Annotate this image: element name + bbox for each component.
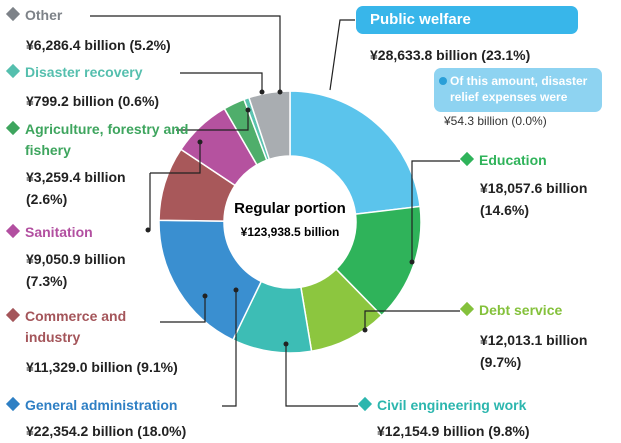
- leader-line: [160, 296, 206, 323]
- leader-dot: [283, 341, 289, 347]
- leader-line: [411, 160, 460, 262]
- leader-line: [90, 15, 281, 92]
- note-box: Of this amount, disaster relief expenses…: [434, 68, 602, 112]
- value-label: ¥799.2 billion (0.6%): [26, 93, 160, 109]
- value-label: ¥3,259.4 billion (2.6%): [26, 169, 126, 207]
- leader-dot: [245, 107, 251, 113]
- legend-marker: [459, 301, 475, 317]
- category-name: Education: [459, 150, 621, 171]
- public-welfare-label: Public welfare: [356, 6, 578, 34]
- category-text: Sanitation: [25, 224, 93, 240]
- leader-dot: [277, 89, 283, 95]
- leader-dot: [259, 89, 265, 95]
- category-text: Civil engineering work: [377, 397, 527, 413]
- legend-marker: [357, 396, 373, 412]
- legend-marker: [5, 307, 21, 323]
- leader-dot: [362, 327, 368, 333]
- category-name: Debt service: [459, 300, 621, 321]
- category-text: General administration: [25, 397, 178, 413]
- leader-dot: [233, 287, 239, 293]
- category-name: Sanitation: [5, 222, 175, 243]
- legend-marker: [5, 223, 21, 239]
- leader-line: [150, 142, 201, 174]
- category-name: Commerce and industry: [5, 306, 175, 348]
- category-text: Debt service: [479, 302, 563, 318]
- value-label: ¥11,329.0 billion (9.1%): [26, 359, 178, 375]
- category-text: Disaster recovery: [25, 64, 143, 80]
- slice: [289, 90, 421, 215]
- value-label: ¥9,050.9 billion (7.3%): [26, 251, 126, 289]
- value-label: ¥18,057.6 billion (14.6%): [480, 180, 588, 218]
- leader-dot: [202, 293, 208, 299]
- category-name: Civil engineering work: [357, 395, 597, 416]
- leader-dot: [197, 139, 203, 145]
- note-value: ¥54.3 billion (0.0%): [444, 114, 547, 128]
- legend-marker: [5, 120, 21, 136]
- leader-line: [364, 310, 460, 330]
- note-text: Of this amount, disaster relief expenses…: [450, 74, 588, 104]
- center-title: Regular portion: [234, 200, 346, 217]
- value-label: ¥12,013.1 billion (9.7%): [480, 332, 588, 370]
- value-label: ¥12,154.9 billion (9.8%): [377, 423, 530, 439]
- leader-line: [285, 344, 358, 407]
- value-label: ¥28,633.8 billion (23.1%): [370, 47, 531, 63]
- value-label: ¥6,286.4 billion (5.2%): [26, 37, 171, 53]
- leader-line: [222, 290, 237, 407]
- value-label: ¥22,354.2 billion (18.0%): [26, 423, 187, 439]
- center-value: ¥123,938.5 billion: [240, 225, 340, 239]
- note-dot: [439, 77, 447, 85]
- leader-dot: [145, 227, 151, 233]
- category-name: General administration: [5, 395, 245, 416]
- category-text: Education: [479, 152, 547, 168]
- category-text: Agriculture, forestry and fishery: [25, 121, 189, 158]
- category-name: Agriculture, forestry and fishery: [5, 119, 195, 161]
- leader-line: [176, 110, 249, 131]
- leader-line: [329, 19, 355, 91]
- category-text: Other: [25, 7, 63, 23]
- category-text: Commerce and industry: [25, 308, 127, 345]
- leader-line: [180, 72, 263, 92]
- legend-marker: [5, 6, 21, 22]
- legend-marker: [5, 63, 21, 79]
- legend-marker: [459, 151, 475, 167]
- category-name: Other: [5, 5, 225, 26]
- slice: [248, 90, 291, 161]
- legend-marker: [5, 396, 21, 412]
- leader-dot: [409, 259, 415, 265]
- category-name: Disaster recovery: [5, 62, 225, 83]
